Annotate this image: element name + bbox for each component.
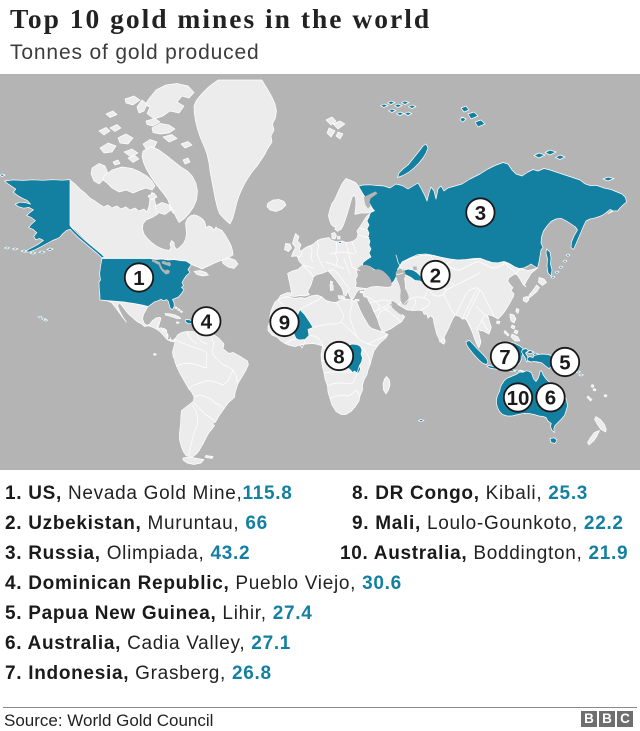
svg-text:1: 1	[133, 267, 144, 290]
svg-text:6: 6	[545, 387, 556, 410]
svg-text:2: 2	[430, 264, 441, 287]
svg-text:4: 4	[201, 311, 213, 334]
svg-text:10: 10	[507, 387, 530, 410]
svg-text:5: 5	[559, 351, 570, 374]
svg-text:7: 7	[499, 346, 510, 369]
svg-text:3: 3	[475, 202, 486, 225]
svg-text:8: 8	[333, 345, 344, 368]
svg-text:9: 9	[279, 311, 290, 334]
